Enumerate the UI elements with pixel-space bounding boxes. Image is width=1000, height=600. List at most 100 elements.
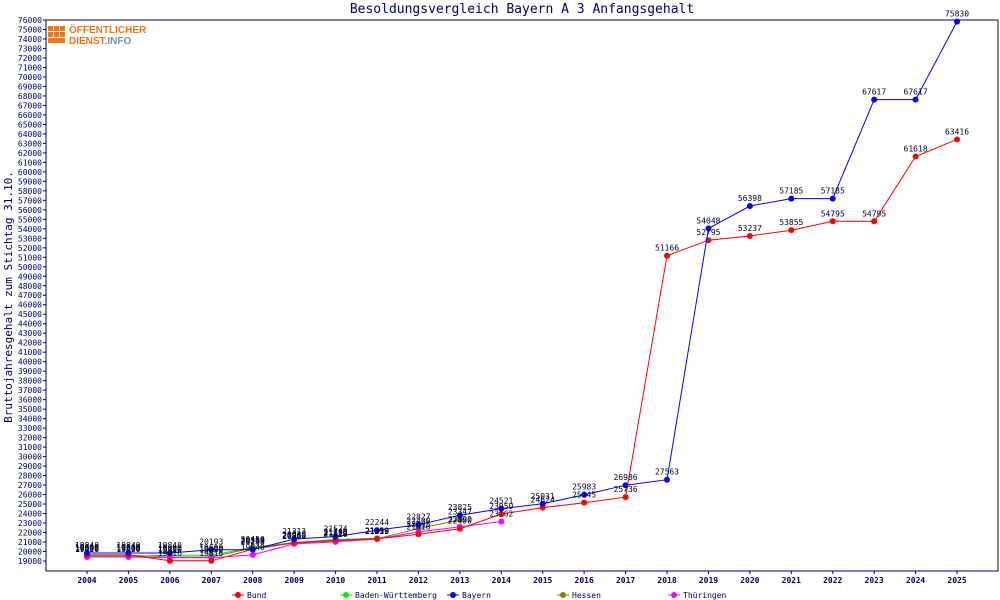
data-label: 54048: [696, 216, 720, 225]
data-label: 20800: [282, 532, 306, 541]
y-tick-label: 31000: [18, 443, 42, 452]
data-point: [456, 525, 463, 532]
data-label: 19600: [116, 543, 140, 552]
data-point: [291, 536, 298, 543]
data-label: 19420: [158, 545, 182, 554]
y-tick-label: 35000: [18, 405, 42, 414]
y-tick-label: 33000: [18, 424, 42, 433]
y-tick-label: 56000: [18, 206, 42, 215]
data-label: 24521: [489, 497, 513, 506]
data-point: [581, 491, 588, 498]
y-tick-label: 75000: [18, 25, 42, 34]
data-label: 21260: [324, 528, 348, 537]
y-tick-label: 38000: [18, 377, 42, 386]
y-tick-label: 55000: [18, 215, 42, 224]
data-point: [498, 505, 505, 512]
data-point: [208, 546, 215, 553]
data-point: [954, 136, 961, 143]
series-line: [87, 21, 958, 554]
y-tick-label: 39000: [18, 367, 42, 376]
y-tick-label: 66000: [18, 111, 42, 120]
x-tick-label: 2007: [202, 576, 221, 585]
data-point: [912, 153, 919, 160]
data-label: 21313: [365, 527, 389, 536]
data-label: 19420: [75, 545, 99, 554]
x-tick-label: 2012: [409, 576, 428, 585]
y-tick-label: 60000: [18, 168, 42, 177]
data-label: 19350: [158, 546, 182, 555]
data-label: 19420: [199, 545, 223, 554]
data-point: [415, 521, 422, 528]
y-tick-label: 59000: [18, 177, 42, 186]
y-tick-label: 46000: [18, 301, 42, 310]
series-layer: [84, 18, 961, 564]
y-tick-label: 69000: [18, 82, 42, 91]
y-tick-label: 50000: [18, 263, 42, 272]
data-label: 19840: [116, 541, 140, 550]
data-label: 19840: [158, 541, 182, 550]
data-label: 63416: [945, 127, 969, 136]
data-label: 21816: [406, 522, 430, 531]
data-point: [829, 218, 836, 225]
data-label: 24624: [531, 496, 555, 505]
data-label: 21120: [324, 529, 348, 538]
data-label: 22590: [448, 515, 472, 524]
x-tick-label: 2017: [616, 576, 635, 585]
y-axis-label: Bruttojahresgehalt zum Stichtag 31.10.: [2, 171, 15, 423]
data-label: 57185: [821, 187, 845, 196]
data-point: [788, 227, 795, 234]
x-tick-label: 2014: [492, 576, 511, 585]
y-tick-label: 25000: [18, 500, 42, 509]
x-tick-label: 2018: [657, 576, 676, 585]
x-tick-label: 2021: [782, 576, 801, 585]
data-label: 54795: [862, 209, 886, 218]
data-label: 27563: [655, 468, 679, 477]
data-label: 19016: [158, 549, 182, 558]
data-point: [456, 516, 463, 523]
y-tick-label: 63000: [18, 139, 42, 148]
legend-swatch-marker: [235, 592, 241, 598]
data-label: 19646: [75, 543, 99, 552]
data-label: 21196: [324, 528, 348, 537]
data-label: 19640: [241, 543, 265, 552]
data-point: [498, 511, 505, 518]
site-logo: ÖFFENTLICHER DIENST.INFO: [47, 22, 161, 46]
y-tick-label: 51000: [18, 253, 42, 262]
data-point: [746, 233, 753, 240]
data-point: [705, 225, 712, 232]
legend: Bund Baden-Württemberg Bayern Hessen Thüring…: [232, 591, 727, 600]
x-tick-label: 2008: [243, 576, 262, 585]
data-point: [871, 218, 878, 225]
series-line: [87, 138, 958, 562]
data-label: 57185: [779, 187, 803, 196]
data-label: 75830: [945, 10, 969, 19]
x-tick-label: 2010: [326, 576, 345, 585]
data-label: 20935: [282, 531, 306, 540]
data-label: 21574: [324, 525, 348, 534]
y-axis-ticks: 1900020000210002200023000240002500026000…: [18, 16, 46, 566]
y-tick-label: 29000: [18, 462, 42, 471]
legend-label: Thüringen: [683, 591, 727, 600]
y-tick-label: 74000: [18, 35, 42, 44]
data-label: 20193: [199, 538, 223, 547]
y-tick-label: 22000: [18, 529, 42, 538]
data-label: 22400: [406, 517, 430, 526]
y-tick-label: 58000: [18, 187, 42, 196]
series-line: [87, 519, 461, 558]
y-tick-label: 40000: [18, 358, 42, 367]
data-point: [249, 546, 256, 553]
y-tick-label: 64000: [18, 130, 42, 139]
data-label: 23162: [489, 509, 513, 518]
data-label: 21390: [365, 526, 389, 535]
data-label: 23950: [489, 502, 513, 511]
y-tick-label: 47000: [18, 291, 42, 300]
y-tick-label: 28000: [18, 472, 42, 481]
data-label: 23825: [448, 503, 472, 512]
y-tick-label: 54000: [18, 225, 42, 234]
y-tick-label: 53000: [18, 234, 42, 243]
data-label: 52795: [696, 228, 720, 237]
data-point: [829, 195, 836, 202]
y-tick-label: 76000: [18, 16, 42, 25]
data-label: 51166: [655, 244, 679, 253]
